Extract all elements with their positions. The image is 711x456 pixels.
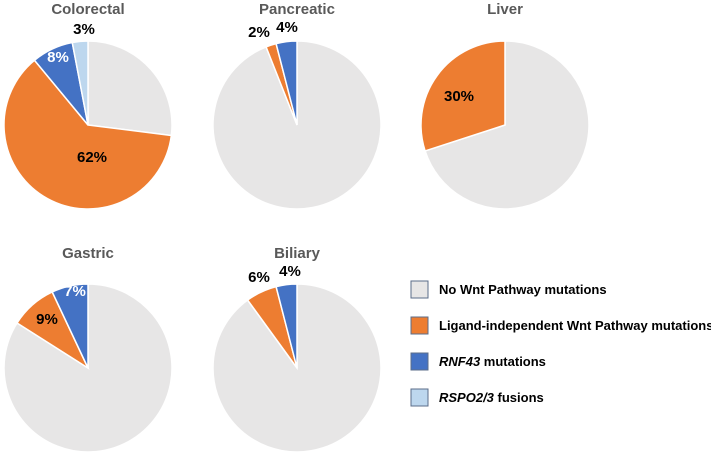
slice-data-label: 2% — [248, 24, 270, 41]
pie-slice-no-wnt-pathway-mutations — [212, 40, 382, 210]
pie-pancreatic: Pancreatic 2% 4% — [212, 1, 382, 210]
pie-slice-rnf43-mutations — [275, 40, 298, 126]
pie-title: Gastric — [62, 245, 114, 262]
slice-data-label: 7% — [64, 283, 86, 300]
pie-slice-rspo2-3-fusions — [71, 40, 89, 126]
legend-label-text: No Wnt Pathway mutations — [439, 282, 607, 297]
pie-colorectal: Colorectal 62% 8%3% — [3, 1, 173, 210]
slice-data-label: 6% — [248, 269, 270, 286]
slice-data-label: 8% — [47, 49, 69, 66]
slice-data-label: 30% — [444, 88, 474, 105]
slice-data-label: 3% — [73, 21, 95, 38]
legend-label-rnf43-mutations: RNF43 mutations — [439, 354, 546, 369]
pie-title: Liver — [487, 1, 523, 18]
legend-swatch-ligand-independent-wnt-pathway-mutations — [410, 316, 429, 335]
legend-label-text: Ligand-independent Wnt Pathway mutations — [439, 318, 711, 333]
pie-slice-rnf43-mutations — [275, 283, 298, 369]
legend-label-rspo2-3-fusions: RSPO2/3 fusions — [439, 390, 544, 405]
pie-title: Biliary — [274, 245, 321, 262]
pie-slice-no-wnt-pathway-mutations — [87, 40, 173, 137]
slice-data-label: 9% — [36, 311, 58, 328]
legend-label-text: fusions — [494, 390, 544, 405]
pie-slice-rnf43-mutations — [51, 283, 89, 369]
legend-swatch-rnf43-mutations — [410, 352, 429, 371]
pie-slice-ligand-independent-wnt-pathway-mutations — [420, 40, 506, 152]
slice-data-label: 62% — [77, 149, 107, 166]
legend-label-italic: RSPO2/3 — [439, 390, 495, 405]
pie-title: Colorectal — [51, 1, 124, 18]
legend-swatch-rspo2-3-fusions — [410, 388, 429, 407]
legend: No Wnt Pathway mutations Ligand-independe… — [410, 280, 711, 407]
pie-slice-ligand-independent-wnt-pathway-mutations — [3, 59, 173, 210]
pie-title: Pancreatic — [259, 1, 335, 18]
slice-data-label: 4% — [276, 19, 298, 36]
pie-liver: Liver 30% — [420, 1, 590, 210]
legend-label-text: mutations — [480, 354, 546, 369]
legend-label-no-wnt-pathway-mutations: No Wnt Pathway mutations — [439, 282, 607, 297]
legend-label-ligand-independent-wnt-pathway-mutations: Ligand-independent Wnt Pathway mutations — [439, 318, 711, 333]
pie-gastric: Gastric 9% 7% — [3, 245, 173, 453]
slice-data-label: 4% — [279, 263, 301, 280]
legend-swatch-no-wnt-pathway-mutations — [410, 280, 429, 299]
legend-label-italic: RNF43 — [439, 354, 481, 369]
pie-slice-no-wnt-pathway-mutations — [424, 40, 590, 210]
